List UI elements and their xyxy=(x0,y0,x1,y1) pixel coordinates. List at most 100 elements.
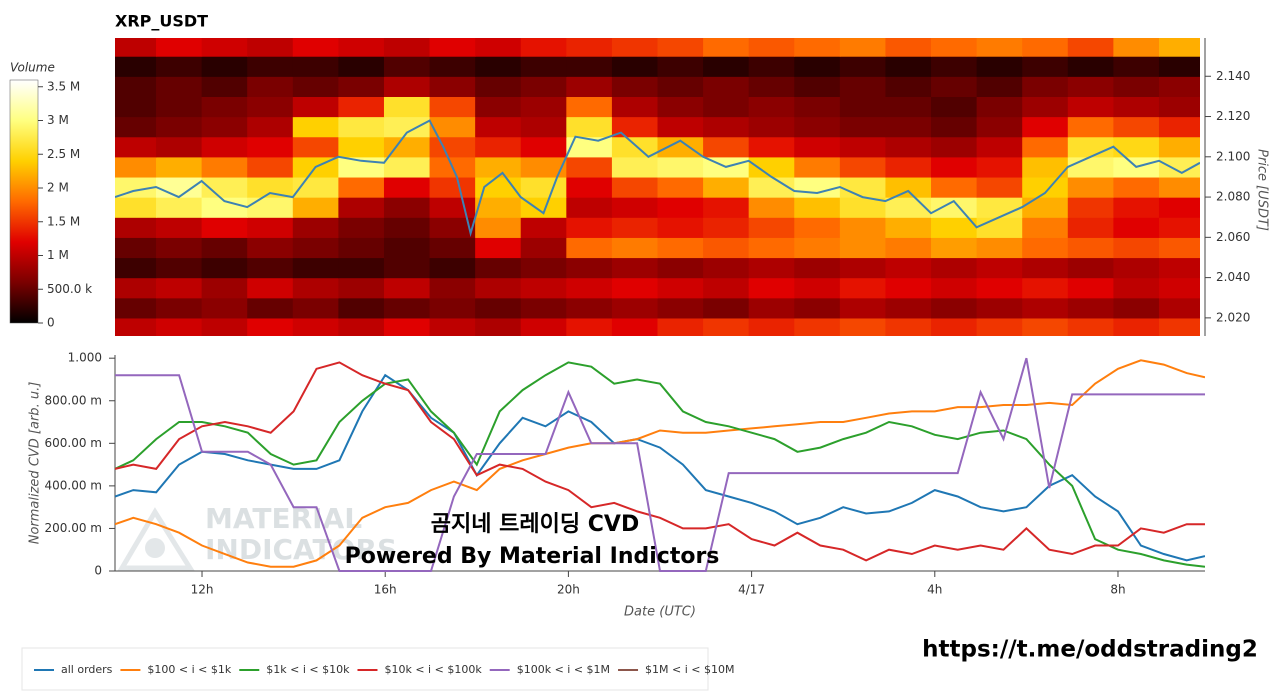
heatmap-cell xyxy=(703,96,750,118)
heatmap-cell xyxy=(794,237,841,259)
heatmap-cell xyxy=(657,116,704,138)
heatmap-cell xyxy=(1158,176,1200,198)
heatmap-cell xyxy=(475,297,522,319)
heatmap-cell xyxy=(748,56,795,77)
heatmap-cell xyxy=(566,116,613,138)
heatmap-cell xyxy=(1113,197,1160,218)
heatmap-cell xyxy=(429,136,476,158)
heatmap-cell xyxy=(201,197,248,218)
heatmap-cell xyxy=(156,197,203,218)
heatmap-cell xyxy=(383,38,431,57)
heatmap-cell xyxy=(976,76,1023,97)
x-tick-label: 16h xyxy=(374,583,397,597)
heatmap-cell xyxy=(292,136,339,158)
heatmap-cell xyxy=(566,317,613,336)
x-tick-label: 8h xyxy=(1110,583,1125,597)
heatmap-cell xyxy=(475,197,522,218)
heatmap-cell xyxy=(794,56,841,77)
heatmap-cell xyxy=(520,136,567,158)
heatmap-cell xyxy=(520,176,567,198)
heatmap-cell xyxy=(1022,176,1069,198)
heatmap-cell xyxy=(520,277,567,299)
heatmap-cell xyxy=(748,217,795,238)
heatmap-cell xyxy=(794,76,841,97)
heatmap-cell xyxy=(748,38,795,57)
heatmap-cell xyxy=(703,237,750,259)
colorbar-tick-label: 2 M xyxy=(47,181,69,195)
heatmap-cell xyxy=(520,237,567,259)
heatmap-cell xyxy=(1067,38,1114,57)
heatmap-cell xyxy=(247,38,294,57)
heatmap-cell xyxy=(566,197,613,218)
heatmap-cell xyxy=(748,116,795,138)
heatmap-cell xyxy=(611,197,659,218)
heatmap-cell xyxy=(1158,56,1200,77)
heatmap-cell xyxy=(657,277,704,299)
heatmap-cell xyxy=(247,156,294,178)
heatmap-cell xyxy=(383,96,431,118)
heatmap-cell xyxy=(1158,38,1200,57)
heatmap-cell xyxy=(292,116,339,138)
heatmap-cell xyxy=(1067,136,1114,158)
heatmap-cell xyxy=(976,156,1023,178)
heatmap-cell xyxy=(611,257,659,279)
heatmap-cell xyxy=(885,116,932,138)
heatmap-cell xyxy=(839,237,887,259)
heatmap-cell xyxy=(429,38,476,57)
y2-tick-label: 2.040 xyxy=(1216,270,1250,284)
heatmap-cell xyxy=(1113,317,1160,336)
heatmap-cell xyxy=(1113,217,1160,238)
heatmap-cell xyxy=(976,217,1023,238)
heatmap xyxy=(115,38,1200,336)
heatmap-cell xyxy=(1022,237,1069,259)
heatmap-cell xyxy=(703,297,750,319)
heatmap-cell xyxy=(1158,237,1200,259)
y-tick-label: 200.00 m xyxy=(45,521,103,535)
heatmap-cell xyxy=(839,176,887,198)
heatmap-cell xyxy=(931,297,978,319)
heatmap-cell xyxy=(201,96,248,118)
heatmap-cell xyxy=(794,197,841,218)
heatmap-cell xyxy=(247,277,294,299)
heatmap-cell xyxy=(885,217,932,238)
heatmap-cell xyxy=(794,217,841,238)
heatmap-cell xyxy=(794,156,841,178)
heatmap-cell xyxy=(201,56,248,77)
heatmap-cell xyxy=(1113,136,1160,158)
heatmap-cell xyxy=(429,76,476,97)
heatmap-cell xyxy=(247,96,294,118)
colorbar-label: Volume xyxy=(10,61,55,75)
heatmap-cell xyxy=(657,96,704,118)
heatmap-cell xyxy=(611,38,659,57)
heatmap-cell xyxy=(1158,297,1200,319)
y2-tick-label: 2.120 xyxy=(1216,109,1250,123)
heatmap-cell xyxy=(429,297,476,319)
heatmap-cell xyxy=(1158,156,1200,178)
legend-label: $1M < i < $10M xyxy=(645,663,734,676)
x-tick-label: 4h xyxy=(927,583,942,597)
heatmap-cell xyxy=(931,136,978,158)
heatmap-cell xyxy=(611,156,659,178)
heatmap-cell xyxy=(839,277,887,299)
heatmap-cell xyxy=(1067,96,1114,118)
heatmap-cell xyxy=(1022,76,1069,97)
heatmap-cell xyxy=(475,257,522,279)
heatmap-cell xyxy=(292,217,339,238)
heatmap-cell xyxy=(976,56,1023,77)
heatmap-cell xyxy=(383,217,431,238)
heatmap-cell xyxy=(1067,257,1114,279)
y2-tick-label: 2.020 xyxy=(1216,310,1250,324)
heatmap-cell xyxy=(931,116,978,138)
heatmap-cell xyxy=(383,257,431,279)
heatmap-cell xyxy=(611,176,659,198)
heatmap-cell xyxy=(1158,197,1200,218)
heatmap-cell xyxy=(201,217,248,238)
heatmap-cell xyxy=(1158,76,1200,97)
heatmap-cell xyxy=(247,176,294,198)
heatmap-cell xyxy=(338,197,385,218)
annotation: 곰지네 트레이딩 CVD xyxy=(431,512,639,537)
heatmap-cell xyxy=(703,116,750,138)
heatmap-cell xyxy=(475,136,522,158)
heatmap-cell xyxy=(201,76,248,97)
